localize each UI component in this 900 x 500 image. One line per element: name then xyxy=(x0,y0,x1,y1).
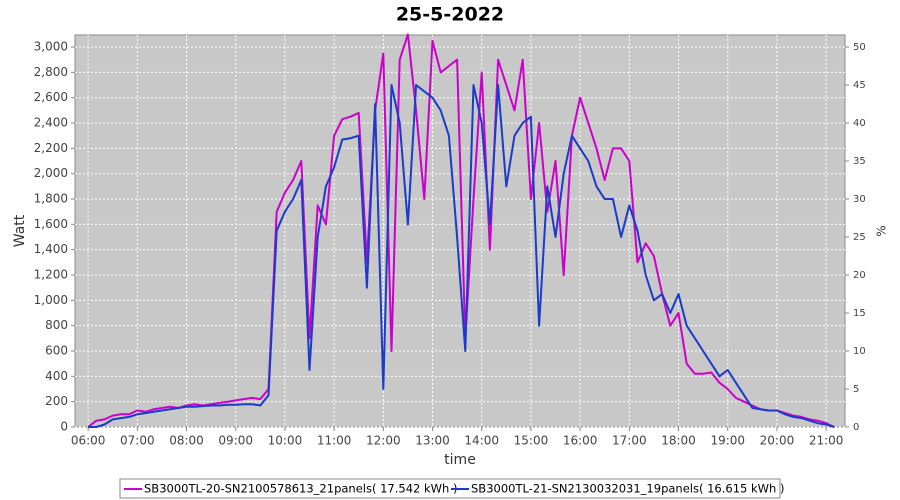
x-tick-label: 18:00 xyxy=(661,434,696,448)
series-line xyxy=(87,33,835,428)
x-tick-label: 06:00 xyxy=(71,434,106,448)
y2-tick-label: 15 xyxy=(853,308,866,319)
y-tick-label: 2,000 xyxy=(34,166,68,180)
chart-title: 25-5-2022 xyxy=(396,4,504,26)
y-tick-label: 1,800 xyxy=(34,192,68,206)
x-tick-label: 16:00 xyxy=(563,434,598,448)
x-tick-label: 10:00 xyxy=(268,434,303,448)
legend-label: SB3000TL-20-SN2100578613_21panels( 17.54… xyxy=(144,482,457,496)
x-tick-label: 20:00 xyxy=(760,434,795,448)
y-tick-label: 0 xyxy=(60,420,68,434)
legend xyxy=(119,478,781,499)
y-tick-label: 800 xyxy=(45,318,68,332)
y2-axis-label: % xyxy=(875,225,889,236)
y2-tick-label: 40 xyxy=(853,118,866,129)
y2-tick-label: 25 xyxy=(853,232,866,243)
y2-tick-label: 5 xyxy=(853,384,859,395)
y2-tick-label: 50 xyxy=(853,42,866,53)
y-tick-label: 3,000 xyxy=(34,40,68,54)
x-tick-label: 09:00 xyxy=(218,434,253,448)
y-axis-label: Watt xyxy=(12,214,28,247)
x-tick-label: 07:00 xyxy=(120,434,155,448)
y-tick-label: 1,400 xyxy=(34,242,68,256)
y-tick-label: 2,400 xyxy=(34,116,68,130)
x-tick-label: 08:00 xyxy=(169,434,204,448)
y2-tick-label: 30 xyxy=(853,194,866,205)
y2-tick-label: 0 xyxy=(853,422,859,433)
y2-tick-label: 35 xyxy=(853,156,866,167)
x-axis-label: time xyxy=(444,452,476,468)
series-line xyxy=(88,84,835,428)
x-tick-label: 14:00 xyxy=(464,434,499,448)
y-tick-label: 600 xyxy=(45,344,68,358)
x-tick-label: 21:00 xyxy=(809,434,844,448)
y-tick-label: 2,800 xyxy=(34,65,68,79)
y-tick-label: 2,600 xyxy=(34,90,68,104)
y2-tick-label: 20 xyxy=(853,270,866,281)
y-tick-label: 1,600 xyxy=(34,217,68,231)
x-tick-label: 13:00 xyxy=(415,434,450,448)
y-tick-label: 1,000 xyxy=(34,293,68,307)
y-tick-label: 400 xyxy=(45,369,68,383)
plot-area xyxy=(74,34,846,428)
y2-tick-label: 10 xyxy=(853,346,866,357)
y-tick-label: 200 xyxy=(45,394,68,408)
x-tick-label: 15:00 xyxy=(514,434,549,448)
y-tick-label: 2,200 xyxy=(34,141,68,155)
y2-tick-label: 45 xyxy=(853,80,866,91)
x-tick-label: 12:00 xyxy=(366,434,401,448)
x-tick-label: 17:00 xyxy=(612,434,647,448)
legend-label: SB3000TL-21-SN2130032031_19panels( 16.61… xyxy=(471,482,784,496)
x-tick-label: 11:00 xyxy=(317,434,352,448)
x-tick-label: 19:00 xyxy=(710,434,745,448)
y-tick-label: 1,200 xyxy=(34,268,68,282)
